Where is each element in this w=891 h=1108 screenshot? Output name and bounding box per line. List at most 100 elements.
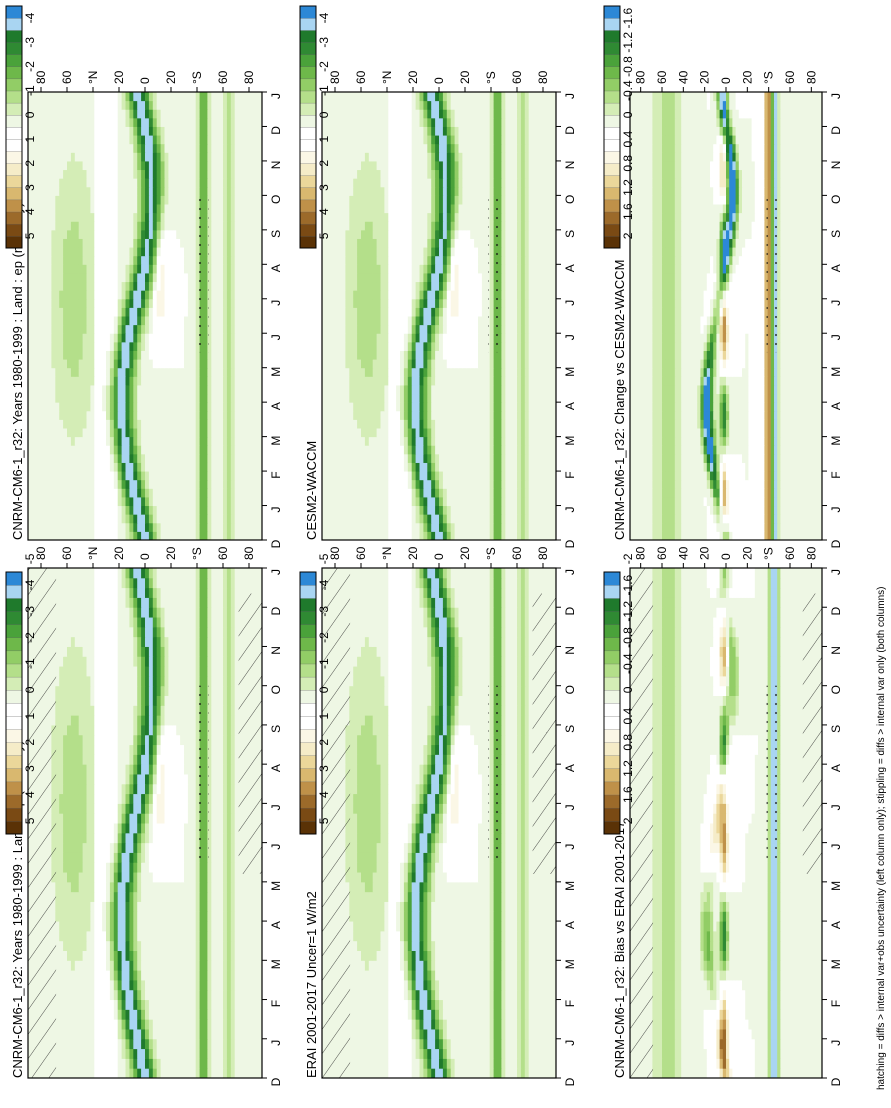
heatmap-cell <box>87 656 91 666</box>
heatmap-cell <box>59 402 63 411</box>
heatmap-cell <box>149 646 153 656</box>
heatmap-cell <box>196 376 200 385</box>
heatmap-cell <box>118 666 122 676</box>
heatmap-cell <box>71 960 75 970</box>
heatmap-cell <box>176 282 180 291</box>
heatmap-cell <box>168 980 172 990</box>
heatmap-cell <box>180 754 184 764</box>
heatmap-cell <box>231 901 235 911</box>
colorbar-swatch <box>6 690 22 703</box>
heatmap-cell <box>149 931 153 941</box>
heatmap-cell <box>141 523 145 532</box>
heatmap-cell <box>219 497 223 506</box>
heatmap-cell <box>32 342 36 351</box>
heatmap-cell <box>87 342 91 351</box>
heatmap-cell <box>157 764 161 774</box>
heatmap-cell <box>223 471 227 480</box>
heatmap-cell <box>122 282 126 291</box>
heatmap-cell <box>235 901 239 911</box>
heatmap-cell <box>129 419 133 428</box>
heatmap-cell <box>254 921 258 931</box>
heatmap-cell <box>102 833 106 843</box>
heatmap-cell <box>36 316 40 325</box>
heatmap-cell <box>243 1009 247 1019</box>
heatmap-cell <box>106 970 110 980</box>
heatmap-cell <box>118 823 122 833</box>
heatmap-cell <box>118 882 122 892</box>
heatmap-cell <box>114 506 118 515</box>
heatmap-cell <box>215 843 219 853</box>
heatmap-cell <box>63 892 67 902</box>
heatmap-cell <box>63 745 67 755</box>
heatmap-cell <box>63 951 67 961</box>
heatmap-cell <box>98 342 102 351</box>
heatmap-cell <box>168 1049 172 1059</box>
heatmap-cell <box>63 656 67 666</box>
heatmap-cell <box>219 376 223 385</box>
heatmap-cell <box>48 342 52 351</box>
heatmap-cell <box>36 359 40 368</box>
heatmap-cell <box>145 745 149 755</box>
heatmap-cell <box>180 813 184 823</box>
heatmap-cell <box>98 428 102 437</box>
heatmap-cell <box>223 872 227 882</box>
heatmap-cell <box>223 960 227 970</box>
heatmap-cell <box>63 497 67 506</box>
heatmap-cell <box>122 656 126 666</box>
heatmap-cell <box>172 568 176 578</box>
heatmap-cell <box>172 488 176 497</box>
heatmap-cell <box>180 568 184 578</box>
heatmap-cell <box>145 568 149 578</box>
heatmap-cell <box>196 872 200 882</box>
heatmap-cell <box>48 350 52 359</box>
heatmap-cell <box>137 394 141 403</box>
heatmap-cell <box>63 578 67 588</box>
heatmap-cell <box>71 725 75 735</box>
heatmap-cell <box>75 1049 79 1059</box>
heatmap-cell <box>122 368 126 377</box>
heatmap-cell <box>110 990 114 1000</box>
heatmap-cell <box>133 656 137 666</box>
heatmap-cell <box>40 497 44 506</box>
heatmap-cell <box>149 307 153 316</box>
heatmap-cell <box>106 803 110 813</box>
heatmap-cell <box>79 368 83 377</box>
heatmap-cell <box>40 428 44 437</box>
heatmap-cell <box>141 471 145 480</box>
heatmap-cell <box>254 480 258 489</box>
heatmap-cell <box>106 607 110 617</box>
heatmap-cell <box>180 282 184 291</box>
heatmap-cell <box>176 764 180 774</box>
heatmap-cell <box>59 1039 63 1049</box>
heatmap-cell <box>215 299 219 308</box>
heatmap-cell <box>83 813 87 823</box>
heatmap-cell <box>75 774 79 784</box>
heatmap-cell <box>90 784 94 794</box>
heatmap-cell <box>235 970 239 980</box>
heatmap-cell <box>211 794 215 804</box>
heatmap-cell <box>231 931 235 941</box>
heatmap-cell <box>176 696 180 706</box>
heatmap-cell <box>90 497 94 506</box>
heatmap-cell <box>204 1019 208 1029</box>
heatmap-cell <box>67 911 71 921</box>
heatmap-cell <box>67 637 71 647</box>
heatmap-cell <box>149 813 153 823</box>
heatmap-cell <box>122 607 126 617</box>
heatmap-cell <box>114 333 118 342</box>
heatmap-cell <box>36 514 40 523</box>
heatmap-cell <box>235 872 239 882</box>
heatmap-cell <box>129 350 133 359</box>
heatmap-cell <box>145 921 149 931</box>
heatmap-cell <box>165 411 169 420</box>
heatmap-cell <box>227 705 231 715</box>
heatmap-cell <box>110 1019 114 1029</box>
heatmap-cell <box>145 1029 149 1039</box>
heatmap-cell <box>118 282 122 291</box>
heatmap-cell <box>48 497 52 506</box>
heatmap-cell <box>75 1029 79 1039</box>
heatmap-cell <box>157 617 161 627</box>
heatmap-cell <box>83 385 87 394</box>
heatmap-cell <box>184 1019 188 1029</box>
heatmap-cell <box>36 299 40 308</box>
